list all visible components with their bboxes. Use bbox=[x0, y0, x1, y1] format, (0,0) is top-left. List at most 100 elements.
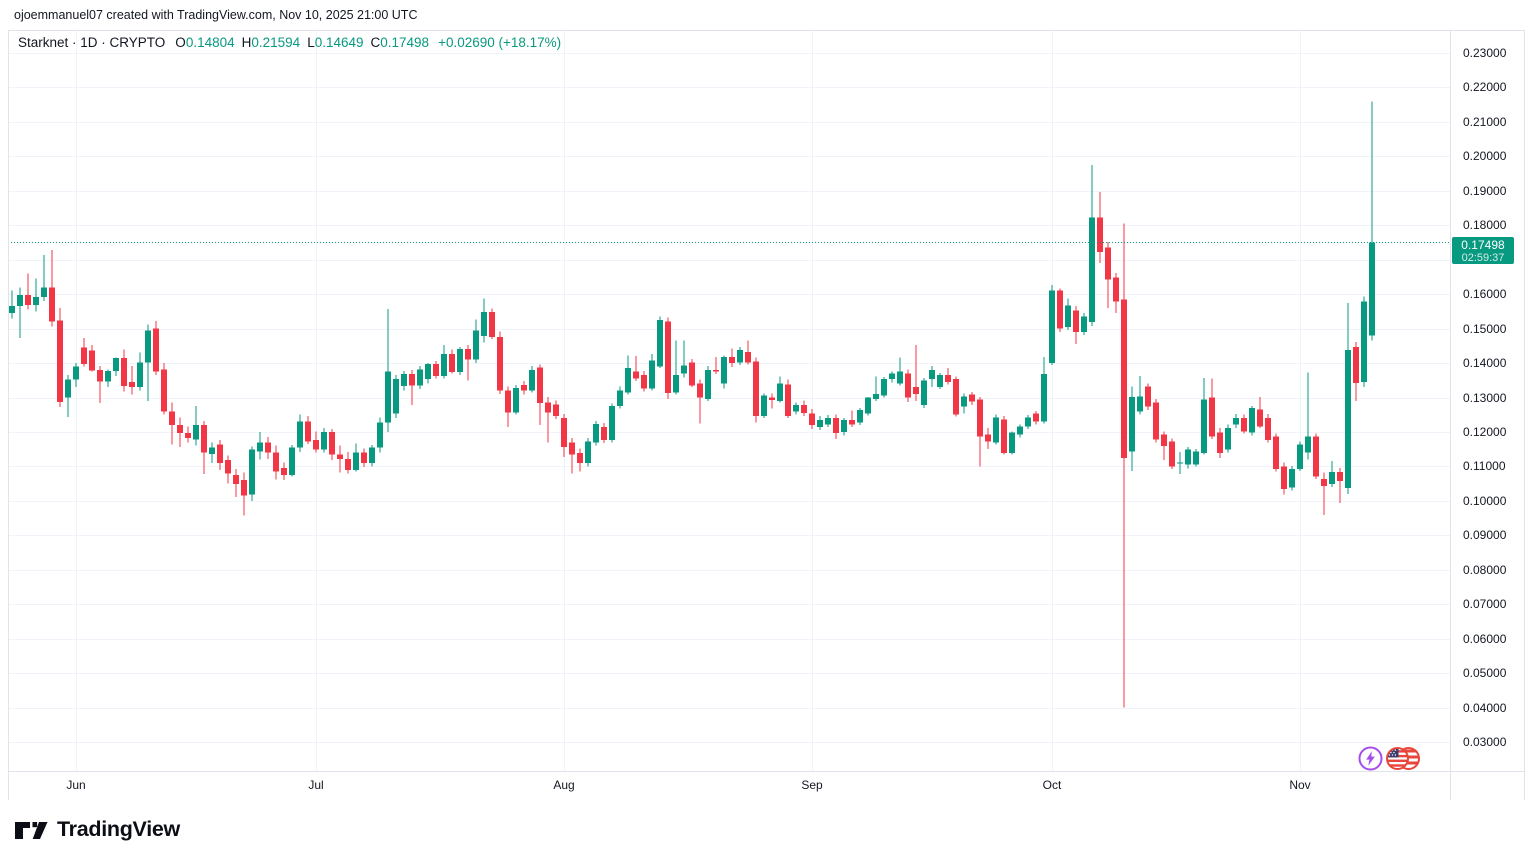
price-scale-label: 0.21000 bbox=[1463, 114, 1507, 129]
grid-lines bbox=[8, 30, 1450, 771]
candle bbox=[833, 414, 839, 439]
candle bbox=[297, 414, 303, 452]
time-scale-label: Jun bbox=[66, 778, 86, 792]
tradingview-logo-text[interactable]: TradingView bbox=[57, 817, 180, 841]
candle bbox=[577, 448, 583, 472]
candle bbox=[977, 397, 983, 467]
candle bbox=[1025, 415, 1031, 429]
candle bbox=[697, 379, 703, 424]
candle bbox=[905, 369, 911, 402]
candle bbox=[1281, 462, 1287, 495]
last-price-badge: 0.17498 02:59:37 bbox=[1452, 236, 1514, 264]
change-value: +0.02690 (+18.17%) bbox=[438, 35, 562, 50]
candle bbox=[313, 431, 319, 453]
candle bbox=[1057, 288, 1063, 333]
candle bbox=[1137, 376, 1143, 415]
candle bbox=[137, 352, 143, 391]
candle bbox=[569, 438, 575, 474]
candle bbox=[225, 455, 231, 484]
candle bbox=[1113, 272, 1119, 314]
candle bbox=[953, 376, 959, 417]
candle bbox=[921, 378, 927, 408]
candle bbox=[289, 445, 295, 477]
candle bbox=[529, 365, 535, 393]
candle bbox=[1193, 449, 1199, 467]
price-scale-label: 0.15000 bbox=[1463, 321, 1507, 336]
candle bbox=[889, 371, 895, 383]
candle bbox=[521, 380, 527, 395]
candle bbox=[825, 415, 831, 428]
candle bbox=[1081, 312, 1087, 335]
price-scale-label: 0.11000 bbox=[1463, 459, 1506, 474]
time-scale-label: Aug bbox=[553, 778, 575, 792]
candle bbox=[625, 355, 631, 395]
footer-bar: TradingView bbox=[0, 800, 1534, 859]
price-scale[interactable]: 0.17498 02:59:37 0.23000 0.22000 0.21000 0.… bbox=[1450, 30, 1524, 771]
candle bbox=[129, 365, 135, 395]
candle bbox=[1297, 441, 1303, 472]
candle bbox=[585, 438, 591, 467]
candle bbox=[209, 442, 215, 463]
candle bbox=[665, 317, 671, 400]
candle bbox=[401, 370, 407, 391]
candle bbox=[33, 278, 39, 312]
candle bbox=[489, 308, 495, 339]
candle bbox=[369, 445, 375, 467]
candle bbox=[985, 428, 991, 450]
candle bbox=[753, 357, 759, 423]
candle bbox=[1273, 433, 1279, 472]
candle bbox=[945, 367, 951, 385]
candle bbox=[321, 428, 327, 453]
candle bbox=[865, 397, 871, 416]
candle bbox=[105, 369, 111, 388]
candle bbox=[1345, 303, 1351, 494]
candle bbox=[9, 290, 15, 319]
price-scale-label: 0.16000 bbox=[1463, 287, 1507, 302]
candle bbox=[817, 416, 823, 431]
candle bbox=[801, 400, 807, 417]
candle bbox=[1153, 398, 1159, 443]
time-scale-label: Nov bbox=[1289, 778, 1311, 792]
candle bbox=[425, 363, 431, 384]
candle bbox=[1265, 414, 1271, 443]
candle bbox=[721, 355, 727, 389]
candle bbox=[1073, 305, 1079, 344]
candle bbox=[441, 345, 447, 379]
candle bbox=[1001, 416, 1007, 455]
time-scale-label: Sep bbox=[801, 778, 823, 792]
candle bbox=[761, 393, 767, 419]
candle bbox=[737, 347, 743, 366]
candle bbox=[1033, 410, 1039, 425]
candle bbox=[729, 348, 735, 368]
candle bbox=[793, 402, 799, 415]
tradingview-logo-icon[interactable] bbox=[14, 818, 48, 842]
candle bbox=[57, 307, 63, 407]
candle bbox=[393, 374, 399, 419]
candle bbox=[41, 255, 47, 302]
candle bbox=[745, 340, 751, 365]
candle bbox=[249, 446, 255, 501]
candle bbox=[1353, 342, 1359, 401]
time-scale[interactable]: Jun Jul Aug Sep Oct Nov bbox=[8, 771, 1524, 800]
candle bbox=[257, 431, 263, 460]
candlestick-chart-pane[interactable] bbox=[0, 0, 1534, 800]
candle bbox=[641, 370, 647, 392]
candle bbox=[649, 354, 655, 391]
candle bbox=[1337, 467, 1343, 503]
last-price-value: 0.17498 bbox=[1461, 237, 1505, 252]
symbol-legend: Starknet · 1D · CRYPTO O0.14804 H0.21594 L0… bbox=[18, 32, 561, 54]
candle bbox=[681, 340, 687, 378]
candle bbox=[505, 386, 511, 427]
candle bbox=[657, 316, 663, 369]
candle bbox=[361, 448, 367, 468]
candle bbox=[929, 365, 935, 388]
candle bbox=[1225, 424, 1231, 453]
ohlc-field-c: C0.17498 bbox=[370, 35, 430, 50]
candle bbox=[545, 396, 551, 443]
candle bbox=[1321, 472, 1327, 515]
candle bbox=[345, 451, 351, 474]
candle bbox=[1041, 356, 1047, 424]
candle bbox=[481, 298, 487, 343]
candle bbox=[385, 308, 391, 432]
candle bbox=[217, 440, 223, 470]
